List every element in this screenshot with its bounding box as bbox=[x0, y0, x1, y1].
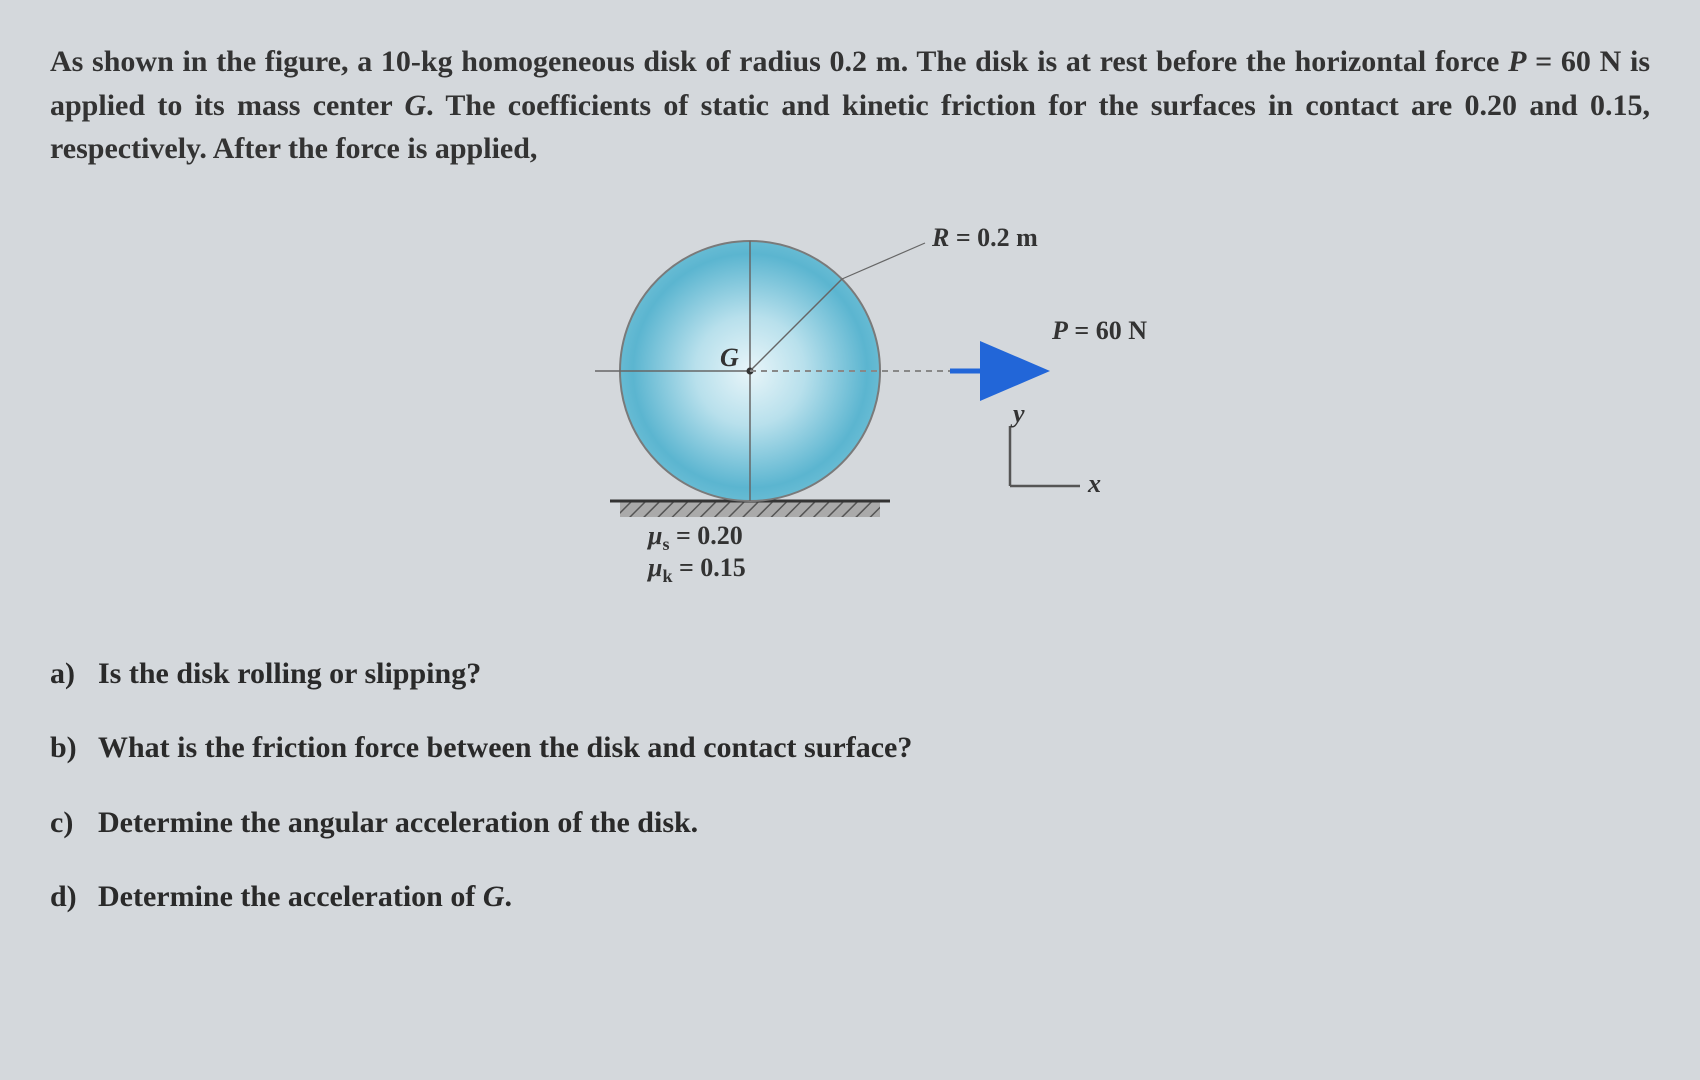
question-a-letter: a) bbox=[50, 651, 98, 698]
question-a: a) Is the disk rolling or slipping? bbox=[50, 651, 1650, 698]
question-d-letter: d) bbox=[50, 874, 98, 921]
page-root: As shown in the figure, a 10-kg homogene… bbox=[0, 0, 1700, 989]
radius-label-R: R bbox=[932, 223, 949, 252]
mu-k-label: μk = 0.15 bbox=[648, 553, 746, 587]
problem-P-symbol: P bbox=[1508, 45, 1526, 78]
question-b-text: What is the friction force between the d… bbox=[98, 725, 1650, 772]
problem-statement: As shown in the figure, a 10-kg homogene… bbox=[50, 40, 1650, 171]
center-label-G: G bbox=[720, 343, 739, 373]
mu-k-symbol: μ bbox=[648, 553, 662, 582]
problem-line2a: horizontal force bbox=[1295, 45, 1508, 78]
problem-G-symbol: G bbox=[404, 89, 426, 122]
question-a-text: Is the disk rolling or slipping? bbox=[98, 651, 1650, 698]
radius-leader bbox=[842, 243, 925, 279]
question-d-text-b: . bbox=[505, 880, 513, 913]
ground-hatch bbox=[620, 501, 880, 517]
question-list: a) Is the disk rolling or slipping? b) W… bbox=[50, 651, 1650, 921]
mu-k-val: = 0.15 bbox=[672, 553, 745, 582]
question-d-text-a: Determine the acceleration of bbox=[98, 880, 483, 913]
axis-y-label: y bbox=[1013, 399, 1025, 429]
figure-area: G R = 0.2 m P = 60 N y x μs = 0.20 μk = … bbox=[50, 201, 1650, 631]
radius-label: R = 0.2 m bbox=[932, 223, 1038, 253]
question-d-G: G bbox=[483, 880, 505, 913]
mu-k-sub: k bbox=[662, 566, 672, 586]
axis-x-label: x bbox=[1088, 469, 1101, 499]
question-d-text: Determine the acceleration of G. bbox=[98, 874, 1650, 921]
mu-s-symbol: μ bbox=[648, 521, 662, 550]
force-label: P = 60 N bbox=[1052, 316, 1147, 346]
radius-label-val: = 0.2 m bbox=[949, 223, 1037, 252]
force-label-val: = 60 N bbox=[1068, 316, 1147, 345]
question-b: b) What is the friction force between th… bbox=[50, 725, 1650, 772]
question-b-letter: b) bbox=[50, 725, 98, 772]
question-d: d) Determine the acceleration of G. bbox=[50, 874, 1650, 921]
force-label-P: P bbox=[1052, 316, 1068, 345]
mu-s-val: = 0.20 bbox=[669, 521, 742, 550]
question-c: c) Determine the angular acceleration of… bbox=[50, 800, 1650, 847]
question-c-text: Determine the angular acceleration of th… bbox=[98, 800, 1650, 847]
problem-line2c: . The coefficients of static and kinetic… bbox=[426, 89, 1036, 122]
figure-svg bbox=[450, 201, 1250, 601]
problem-line1: As shown in the figure, a 10-kg homogene… bbox=[50, 45, 1286, 78]
mu-s-label: μs = 0.20 bbox=[648, 521, 743, 555]
question-c-letter: c) bbox=[50, 800, 98, 847]
